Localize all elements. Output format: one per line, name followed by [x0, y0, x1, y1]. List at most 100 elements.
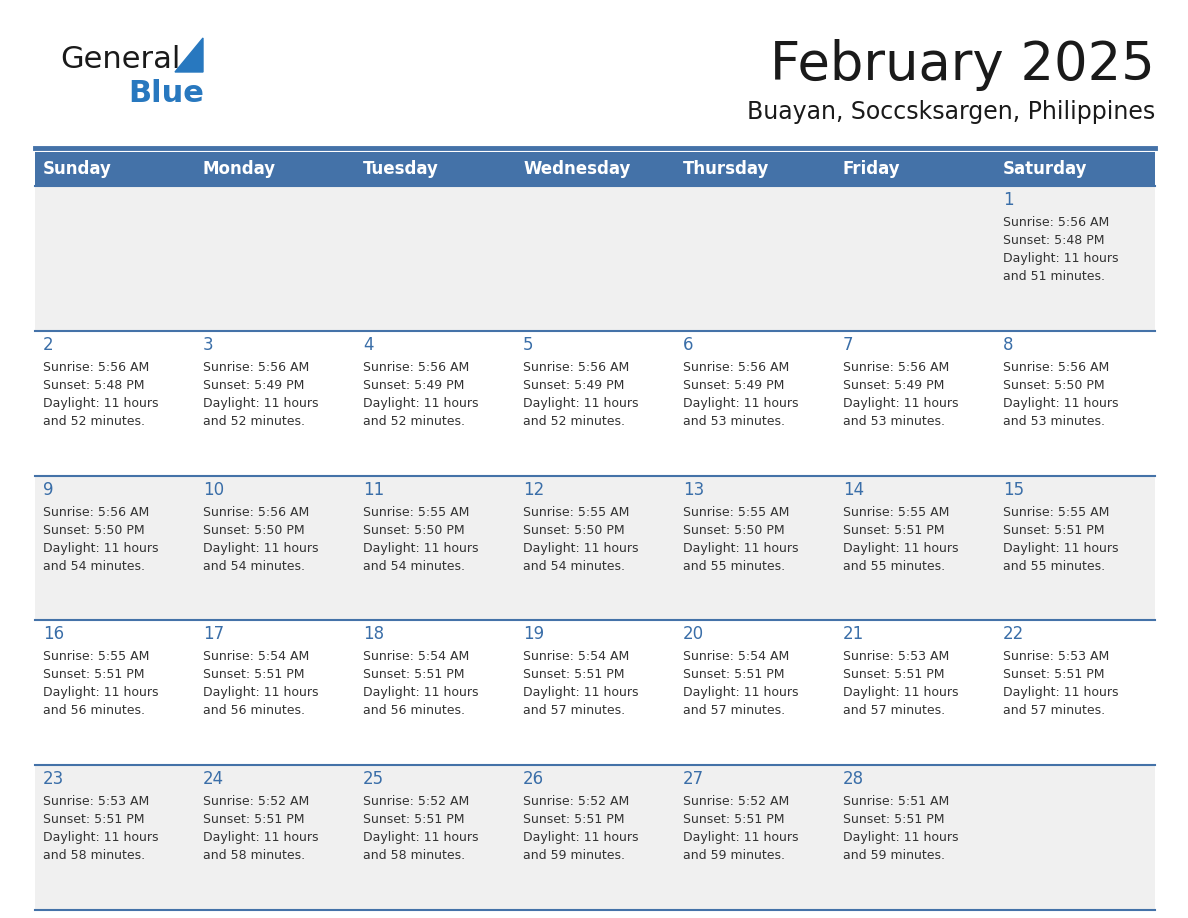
Text: and 54 minutes.: and 54 minutes. — [43, 560, 145, 573]
Text: 6: 6 — [683, 336, 694, 353]
Bar — [675, 330, 835, 476]
Text: 4: 4 — [364, 336, 373, 353]
Bar — [355, 621, 516, 766]
Text: 17: 17 — [203, 625, 225, 644]
Bar — [195, 330, 355, 476]
Bar — [516, 766, 675, 910]
Text: Sunrise: 5:55 AM: Sunrise: 5:55 AM — [843, 506, 949, 519]
Bar — [675, 621, 835, 766]
Bar — [996, 152, 1155, 186]
Bar — [355, 152, 516, 186]
Text: Sunset: 5:51 PM: Sunset: 5:51 PM — [203, 813, 304, 826]
Bar — [34, 330, 195, 476]
Text: Daylight: 11 hours: Daylight: 11 hours — [43, 397, 158, 409]
Text: Daylight: 11 hours: Daylight: 11 hours — [364, 397, 479, 409]
Text: 26: 26 — [523, 770, 544, 789]
Text: Daylight: 11 hours: Daylight: 11 hours — [843, 831, 959, 845]
Text: and 57 minutes.: and 57 minutes. — [843, 704, 946, 717]
Bar — [516, 621, 675, 766]
Text: Sunset: 5:51 PM: Sunset: 5:51 PM — [364, 813, 465, 826]
Text: Sunrise: 5:56 AM: Sunrise: 5:56 AM — [203, 506, 309, 519]
Text: Sunset: 5:51 PM: Sunset: 5:51 PM — [683, 668, 784, 681]
Text: Sunrise: 5:52 AM: Sunrise: 5:52 AM — [203, 795, 309, 808]
Text: and 53 minutes.: and 53 minutes. — [1003, 415, 1105, 428]
Text: and 56 minutes.: and 56 minutes. — [43, 704, 145, 717]
Text: Sunrise: 5:54 AM: Sunrise: 5:54 AM — [523, 650, 630, 664]
Text: 14: 14 — [843, 481, 864, 498]
Text: 1: 1 — [1003, 191, 1013, 209]
Bar — [516, 330, 675, 476]
Text: Daylight: 11 hours: Daylight: 11 hours — [1003, 252, 1118, 265]
Text: Daylight: 11 hours: Daylight: 11 hours — [203, 542, 318, 554]
Text: Sunset: 5:51 PM: Sunset: 5:51 PM — [43, 813, 145, 826]
Text: and 54 minutes.: and 54 minutes. — [364, 560, 465, 573]
Bar — [355, 766, 516, 910]
Text: and 55 minutes.: and 55 minutes. — [843, 560, 946, 573]
Text: Sunrise: 5:52 AM: Sunrise: 5:52 AM — [364, 795, 469, 808]
Bar — [516, 186, 675, 330]
Text: 19: 19 — [523, 625, 544, 644]
Bar — [195, 766, 355, 910]
Bar — [516, 476, 675, 621]
Bar — [835, 766, 996, 910]
Bar — [195, 186, 355, 330]
Text: Sunrise: 5:56 AM: Sunrise: 5:56 AM — [683, 361, 789, 374]
Text: Sunrise: 5:54 AM: Sunrise: 5:54 AM — [203, 650, 309, 664]
Text: Sunrise: 5:55 AM: Sunrise: 5:55 AM — [683, 506, 789, 519]
Bar — [835, 621, 996, 766]
Text: Daylight: 11 hours: Daylight: 11 hours — [203, 687, 318, 700]
Text: Sunset: 5:49 PM: Sunset: 5:49 PM — [364, 379, 465, 392]
Text: 7: 7 — [843, 336, 853, 353]
Text: and 59 minutes.: and 59 minutes. — [843, 849, 944, 862]
Text: and 57 minutes.: and 57 minutes. — [683, 704, 785, 717]
Text: Sunrise: 5:56 AM: Sunrise: 5:56 AM — [523, 361, 630, 374]
Bar — [34, 186, 195, 330]
Bar — [34, 476, 195, 621]
Text: and 58 minutes.: and 58 minutes. — [203, 849, 305, 862]
Text: and 52 minutes.: and 52 minutes. — [203, 415, 305, 428]
Text: Sunrise: 5:55 AM: Sunrise: 5:55 AM — [43, 650, 150, 664]
Text: and 54 minutes.: and 54 minutes. — [203, 560, 305, 573]
Text: Sunset: 5:51 PM: Sunset: 5:51 PM — [523, 813, 625, 826]
Text: Daylight: 11 hours: Daylight: 11 hours — [364, 542, 479, 554]
Text: Thursday: Thursday — [683, 160, 770, 178]
Text: 13: 13 — [683, 481, 704, 498]
Text: Daylight: 11 hours: Daylight: 11 hours — [683, 687, 798, 700]
Bar — [996, 186, 1155, 330]
Text: Daylight: 11 hours: Daylight: 11 hours — [43, 831, 158, 845]
Text: 8: 8 — [1003, 336, 1013, 353]
Text: 28: 28 — [843, 770, 864, 789]
Text: Daylight: 11 hours: Daylight: 11 hours — [203, 831, 318, 845]
Text: Tuesday: Tuesday — [364, 160, 438, 178]
Text: Friday: Friday — [843, 160, 901, 178]
Text: Monday: Monday — [203, 160, 276, 178]
Text: and 58 minutes.: and 58 minutes. — [364, 849, 466, 862]
Text: Sunset: 5:50 PM: Sunset: 5:50 PM — [364, 523, 465, 537]
Text: and 59 minutes.: and 59 minutes. — [683, 849, 785, 862]
Text: Daylight: 11 hours: Daylight: 11 hours — [523, 831, 638, 845]
Text: Daylight: 11 hours: Daylight: 11 hours — [683, 397, 798, 409]
Text: Sunset: 5:51 PM: Sunset: 5:51 PM — [843, 523, 944, 537]
Text: Sunset: 5:49 PM: Sunset: 5:49 PM — [523, 379, 625, 392]
Text: Sunset: 5:51 PM: Sunset: 5:51 PM — [843, 668, 944, 681]
Text: and 56 minutes.: and 56 minutes. — [203, 704, 305, 717]
Text: Sunrise: 5:56 AM: Sunrise: 5:56 AM — [203, 361, 309, 374]
Bar — [355, 330, 516, 476]
Text: 15: 15 — [1003, 481, 1024, 498]
Text: and 53 minutes.: and 53 minutes. — [683, 415, 785, 428]
Text: Daylight: 11 hours: Daylight: 11 hours — [843, 397, 959, 409]
Text: Daylight: 11 hours: Daylight: 11 hours — [683, 831, 798, 845]
Text: Daylight: 11 hours: Daylight: 11 hours — [1003, 397, 1118, 409]
Text: Sunset: 5:50 PM: Sunset: 5:50 PM — [203, 523, 304, 537]
Text: Sunset: 5:51 PM: Sunset: 5:51 PM — [523, 668, 625, 681]
Text: Daylight: 11 hours: Daylight: 11 hours — [843, 542, 959, 554]
Text: Daylight: 11 hours: Daylight: 11 hours — [43, 687, 158, 700]
Text: Sunset: 5:48 PM: Sunset: 5:48 PM — [1003, 234, 1105, 247]
Text: and 56 minutes.: and 56 minutes. — [364, 704, 465, 717]
Text: Sunday: Sunday — [43, 160, 112, 178]
Text: Sunrise: 5:56 AM: Sunrise: 5:56 AM — [843, 361, 949, 374]
Bar — [675, 766, 835, 910]
Text: 22: 22 — [1003, 625, 1024, 644]
Text: General: General — [61, 46, 181, 74]
Text: Sunrise: 5:54 AM: Sunrise: 5:54 AM — [683, 650, 789, 664]
